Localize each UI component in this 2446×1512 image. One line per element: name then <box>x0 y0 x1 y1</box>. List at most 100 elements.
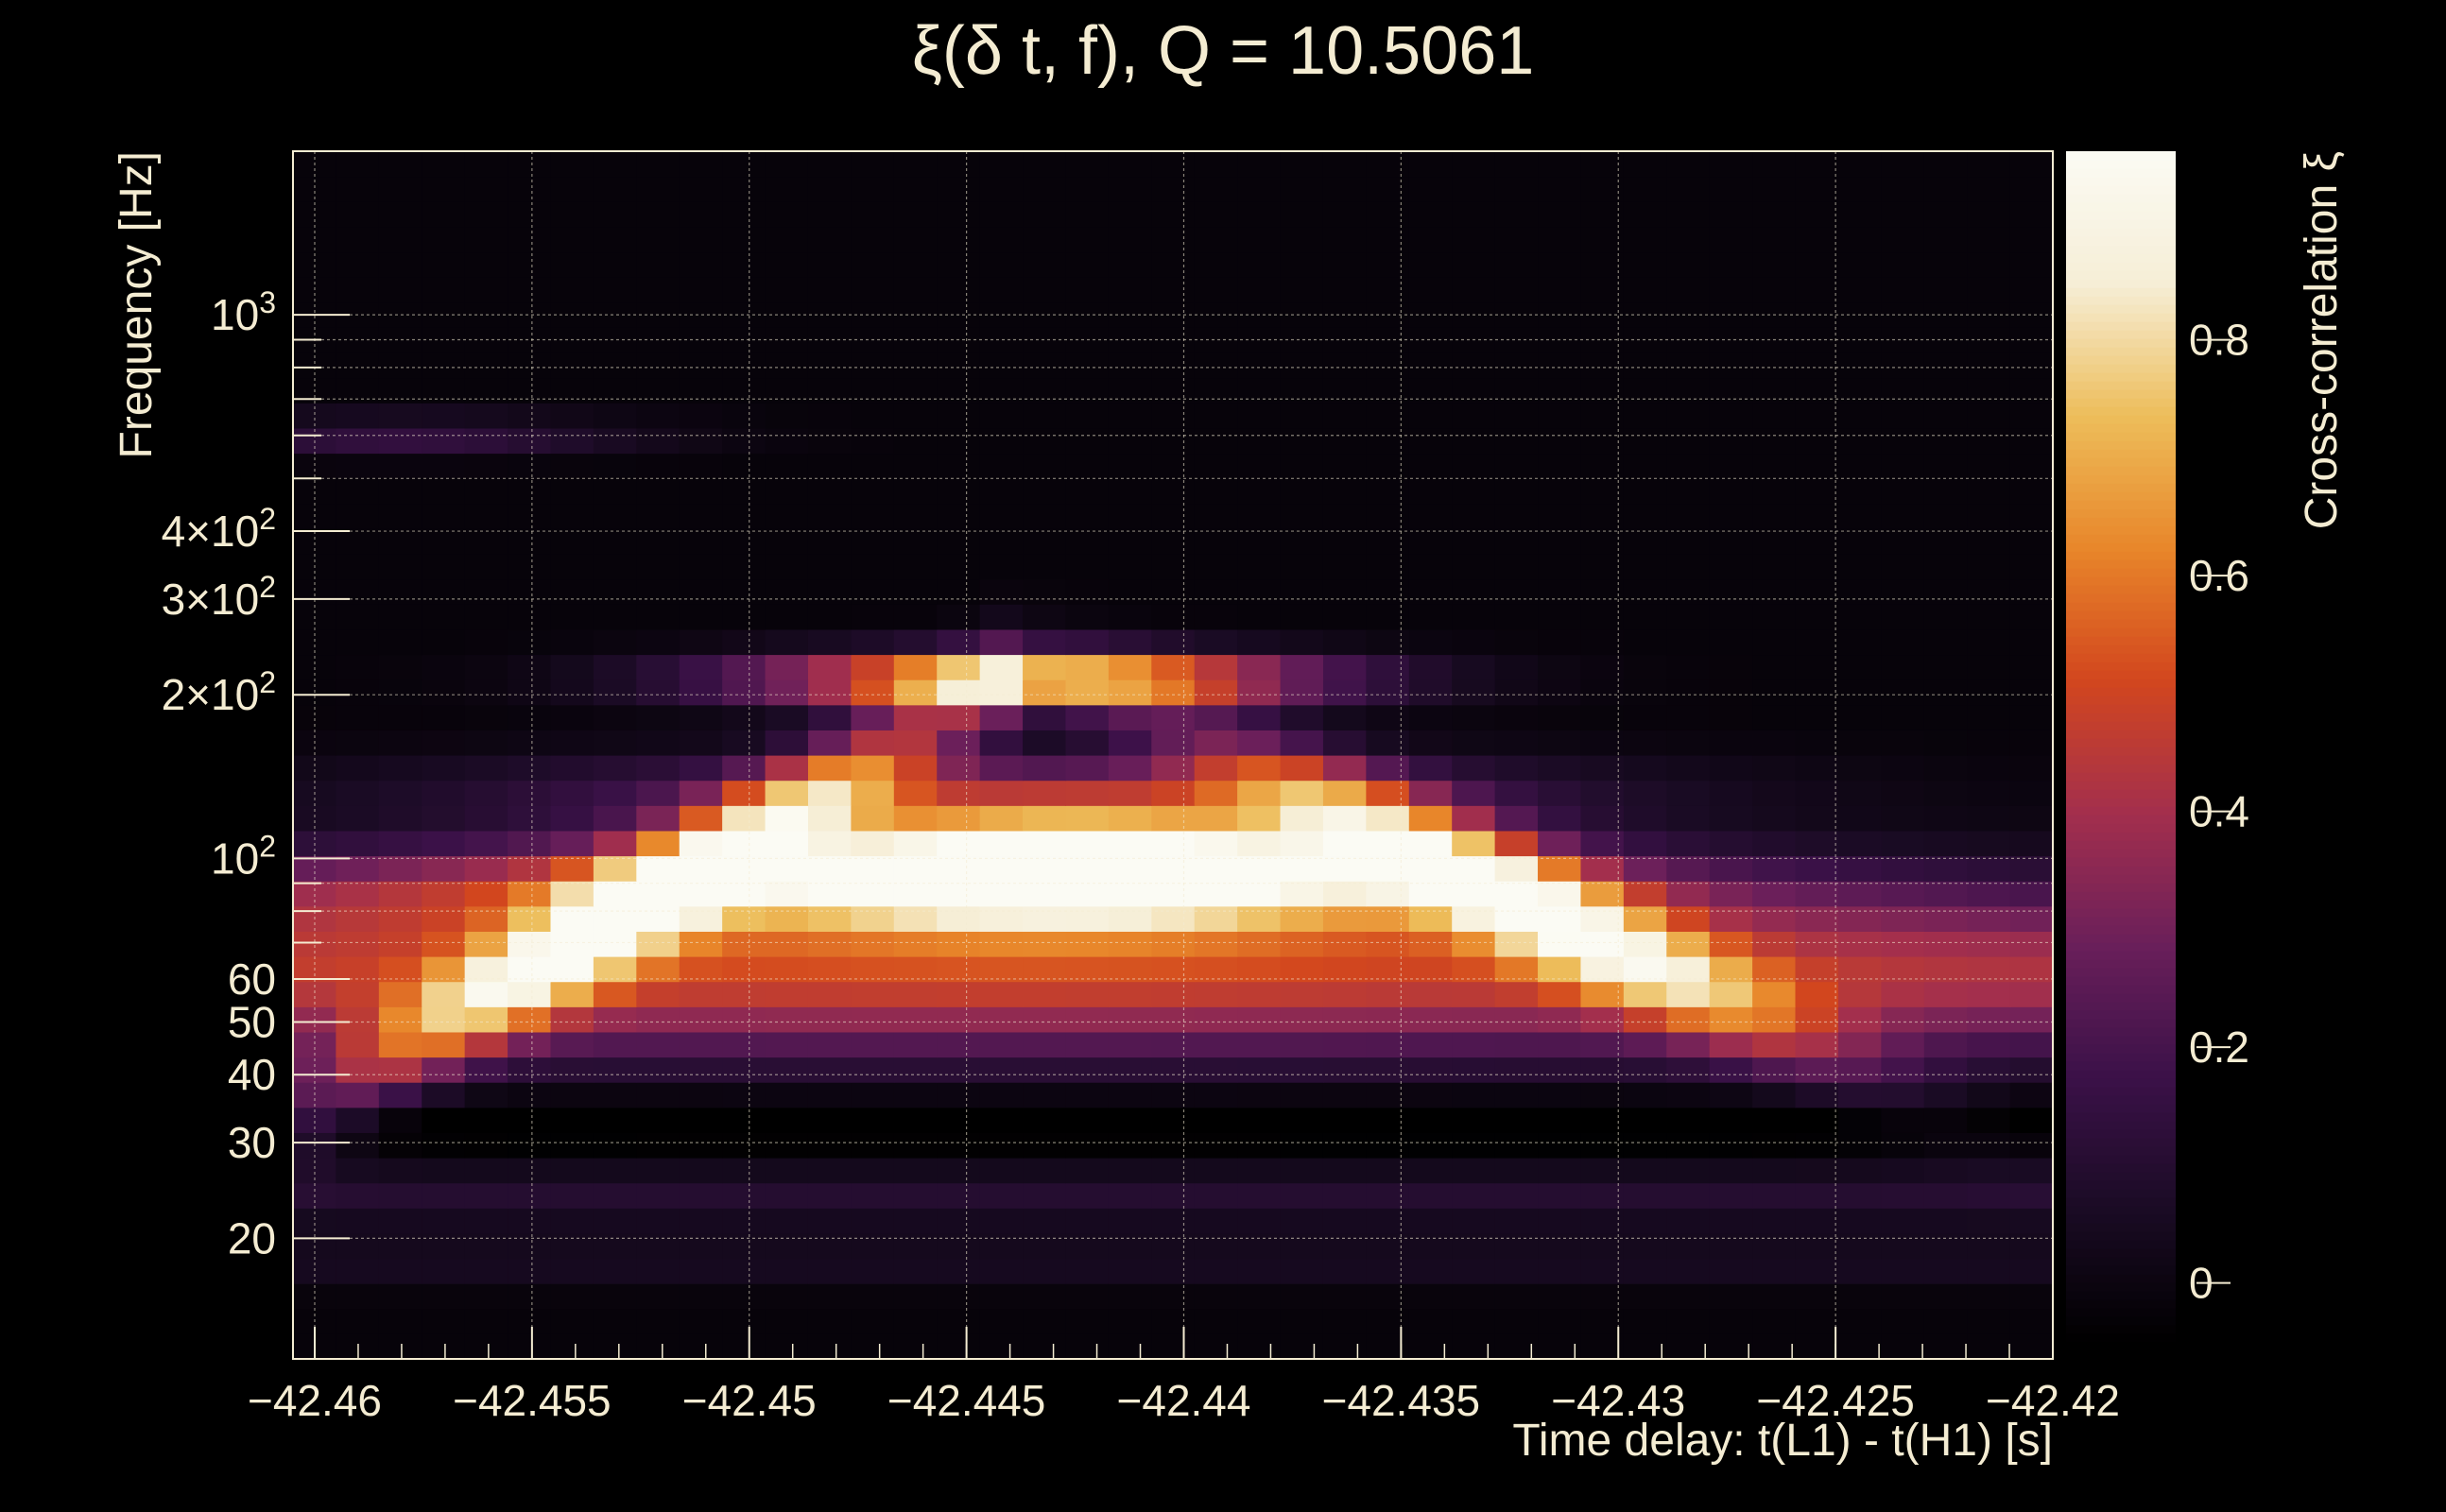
heatmap-cell <box>1967 1132 2011 1159</box>
colorbar-segment <box>2066 823 2176 833</box>
heatmap-cell <box>1194 427 1238 455</box>
heatmap-cell <box>593 201 637 228</box>
heatmap-cell <box>679 704 723 730</box>
heatmap-cell <box>336 277 380 303</box>
heatmap-cell <box>1151 855 1196 882</box>
heatmap-cell <box>1065 956 1110 983</box>
heatmap-cell <box>464 478 508 505</box>
heatmap-cell <box>1194 1182 1238 1209</box>
heatmap-cell <box>722 628 767 656</box>
heatmap-cell <box>464 679 508 706</box>
heatmap-cell <box>1923 1082 1968 1108</box>
heatmap-cell <box>1881 528 1925 555</box>
heatmap-cell <box>722 1333 767 1360</box>
y-tick-label: 3×102 <box>162 570 276 624</box>
heatmap-cell <box>937 654 981 680</box>
x-tick-label: −42.43 <box>1551 1376 1685 1425</box>
heatmap-cell <box>1452 528 1496 555</box>
heatmap-cell <box>508 1031 552 1058</box>
heatmap-cell <box>1923 805 1968 832</box>
heatmap-cell <box>422 1057 466 1083</box>
heatmap-cell <box>722 679 767 706</box>
colorbar-segment <box>2066 287 2176 297</box>
heatmap-cell <box>1881 704 1925 730</box>
heatmap-cell <box>1151 251 1196 278</box>
heatmap-cell <box>422 151 466 178</box>
heatmap-cell <box>1967 931 2011 957</box>
heatmap-cell <box>979 855 1024 882</box>
colorbar-segment <box>2066 177 2176 186</box>
heatmap-cell <box>1752 1082 1797 1108</box>
heatmap-cell <box>765 780 809 806</box>
colorbar-segment <box>2066 1027 2176 1037</box>
heatmap-cell <box>1923 1132 1968 1159</box>
heatmap-cell <box>1967 956 2011 983</box>
heatmap-cell <box>1837 578 1882 605</box>
colorbar-segment <box>2066 517 2176 526</box>
heatmap-cell <box>508 1308 552 1334</box>
heatmap-cell <box>508 679 552 706</box>
heatmap-cell <box>1795 830 1839 857</box>
heatmap-cell <box>1194 1208 1238 1234</box>
heatmap-cell <box>1408 352 1453 379</box>
heatmap-cell <box>1752 730 1797 756</box>
heatmap-cell <box>1023 151 1067 178</box>
heatmap-cell <box>1408 1031 1453 1058</box>
heatmap-cell <box>1322 881 1367 907</box>
heatmap-cell <box>593 226 637 253</box>
heatmap-cell <box>593 528 637 555</box>
heatmap-cell <box>1322 226 1367 253</box>
heatmap-cell <box>1366 1107 1410 1133</box>
heatmap-cell <box>2009 604 2054 630</box>
heatmap-cell <box>1538 805 1582 832</box>
heatmap-cell <box>422 478 466 505</box>
colorbar-segment <box>2066 1010 2176 1020</box>
heatmap-cell <box>979 277 1024 303</box>
heatmap-cell <box>1108 881 1152 907</box>
heatmap-cell <box>508 755 552 782</box>
colorbar-segment <box>2066 1019 2176 1028</box>
heatmap-cell <box>1151 1006 1196 1033</box>
heatmap-cell <box>1709 1208 1753 1234</box>
heatmap-cell <box>1837 981 1882 1007</box>
heatmap-cell <box>979 201 1024 228</box>
heatmap-cell <box>1923 755 1968 782</box>
heatmap-cell <box>1280 478 1324 505</box>
heatmap-cell <box>464 604 508 630</box>
heatmap-cell <box>1967 830 2011 857</box>
colorbar-segment <box>2066 781 2176 790</box>
heatmap-cell <box>1837 905 1882 932</box>
colorbar-segment <box>2066 738 2176 747</box>
heatmap-cell <box>851 478 895 505</box>
heatmap-cell <box>1709 1132 1753 1159</box>
heatmap-cell <box>765 578 809 605</box>
heatmap-cell <box>464 830 508 857</box>
heatmap-cell <box>1795 1082 1839 1108</box>
heatmap-cell <box>636 427 680 455</box>
heatmap-cell <box>1494 1082 1539 1108</box>
heatmap-cell <box>1023 628 1067 656</box>
heatmap-cell <box>1194 855 1238 882</box>
heatmap-cell <box>1580 478 1625 505</box>
heatmap-cell <box>765 1333 809 1360</box>
heatmap-cell <box>679 1082 723 1108</box>
colorbar-segment <box>2066 1138 2176 1147</box>
heatmap-cell <box>1538 277 1582 303</box>
heatmap-cell <box>807 1057 852 1083</box>
heatmap-cell <box>1709 881 1753 907</box>
heatmap-cell <box>1237 503 1282 529</box>
heatmap-cell <box>1023 1107 1067 1133</box>
heatmap-cell <box>1494 905 1539 932</box>
heatmap-cell <box>1408 251 1453 278</box>
colorbar-segment <box>2066 857 2176 867</box>
heatmap-cell <box>1709 654 1753 680</box>
heatmap-cell <box>722 755 767 782</box>
heatmap-cell <box>937 554 981 580</box>
colorbar-segment <box>2066 551 2176 560</box>
heatmap-cell <box>765 251 809 278</box>
heatmap-cell <box>807 956 852 983</box>
heatmap-cell <box>378 679 422 706</box>
heatmap-cell <box>1709 1258 1753 1284</box>
heatmap-cell <box>1967 251 2011 278</box>
heatmap-cell <box>1752 905 1797 932</box>
